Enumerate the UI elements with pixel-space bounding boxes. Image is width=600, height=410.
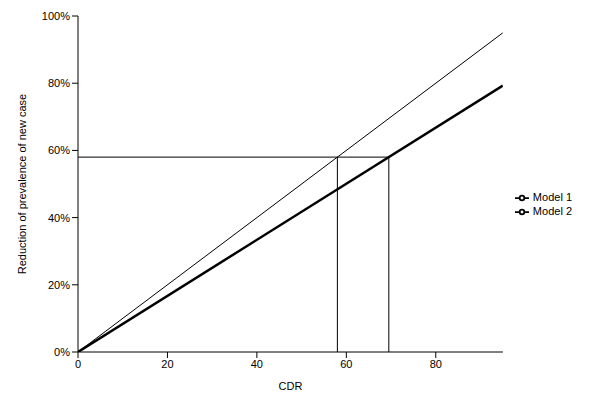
html-text:Model 2: Model 2 <box>532 205 572 217</box>
svg-text:80: 80 <box>430 358 442 370</box>
svg-text:20%: 20% <box>48 279 70 291</box>
svg-text:60%: 60% <box>48 144 70 156</box>
svg-text:0: 0 <box>75 358 81 370</box>
svg-text:40%: 40% <box>48 212 70 224</box>
svg-text:0%: 0% <box>54 346 70 358</box>
svg-text:20: 20 <box>161 358 173 370</box>
svg-text:80%: 80% <box>48 77 70 89</box>
svg-text:100%: 100% <box>42 10 70 22</box>
svg-text:Reduction of prevalence of new: Reduction of prevalence of new case <box>16 94 28 274</box>
svg-text:40: 40 <box>251 358 263 370</box>
svg-text:60: 60 <box>340 358 352 370</box>
svg-text:CDR: CDR <box>279 380 303 392</box>
html-text:Model 1: Model 1 <box>532 190 572 203</box>
